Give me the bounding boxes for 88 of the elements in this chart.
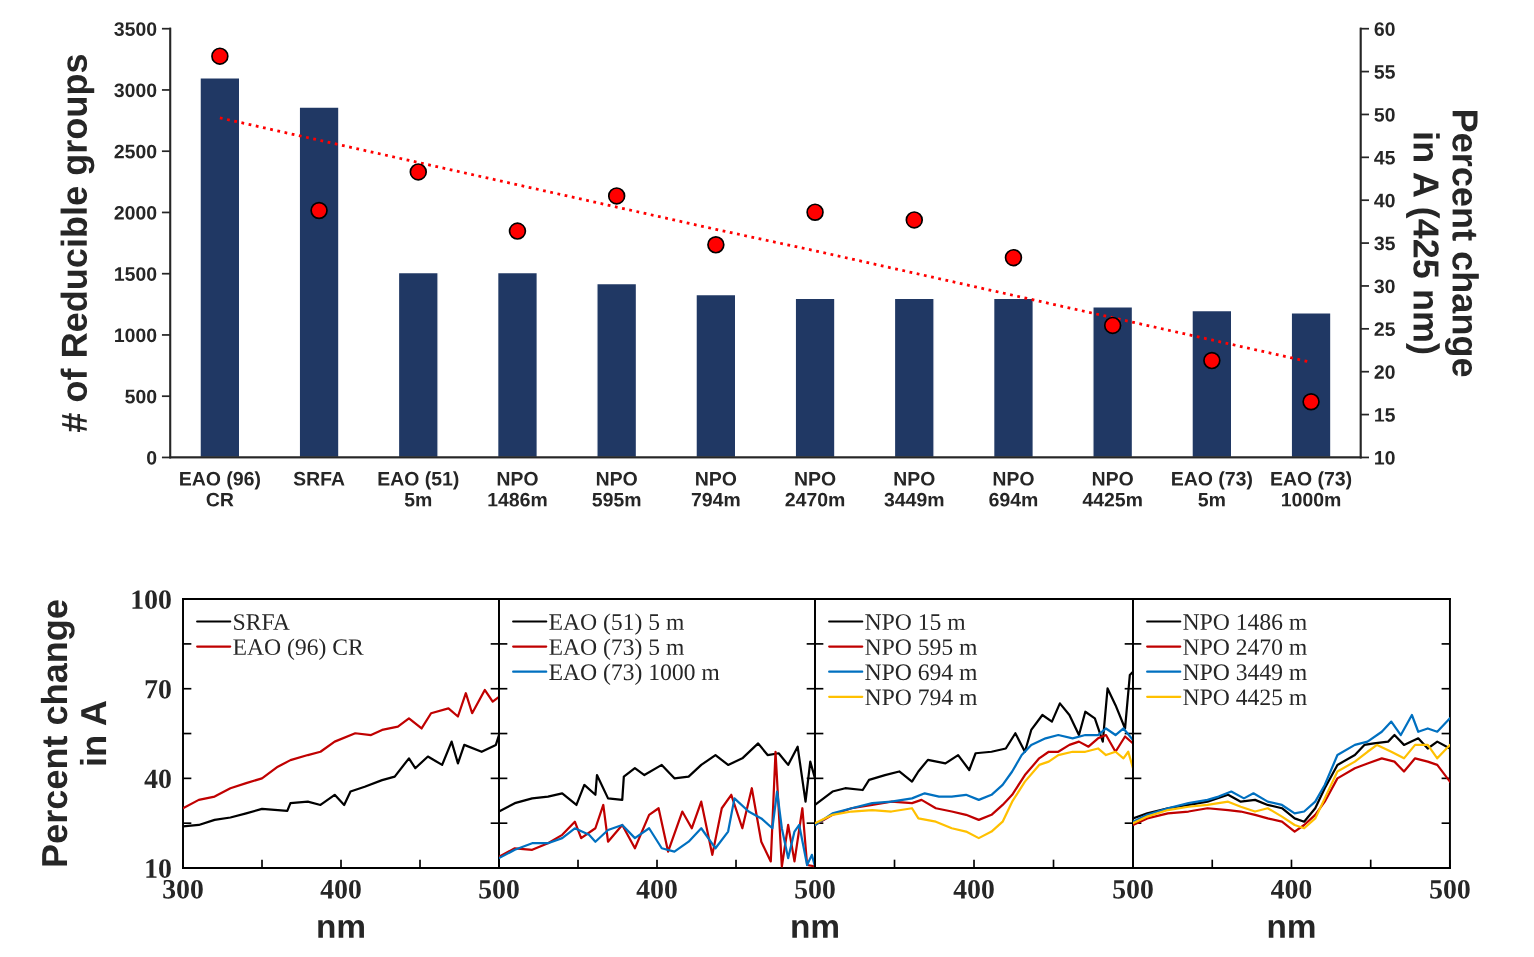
bar	[199, 77, 241, 458]
y-tick-label: 2000	[114, 205, 157, 220]
point	[211, 47, 229, 65]
y-tick-label: 1000	[115, 328, 157, 343]
point	[409, 163, 428, 181]
legend-label: NPO 4425 m	[1183, 689, 1307, 706]
x-tick-label: NPO 595m	[592, 471, 641, 507]
x-tick-label: NPO 3449m	[884, 471, 944, 507]
x-tick-label: 500	[479, 879, 519, 899]
y2-tick-label: 10	[1375, 450, 1395, 465]
legend-label: SRFA	[234, 614, 290, 631]
y-tick-label: 100	[132, 590, 171, 609]
y2-tick-label: 55	[1374, 65, 1395, 79]
x-tick-label: NPO 1486m	[488, 471, 547, 507]
legend-label: NPO 595 m	[865, 639, 978, 656]
legend-label: NPO 2470 m	[1183, 639, 1307, 656]
y2-tick-label: 40	[1374, 193, 1395, 208]
x-tick-label: EAO (73) 5m	[1172, 471, 1252, 507]
y-tick-label: 2500	[114, 144, 157, 159]
y2-tick-label: 20	[1374, 365, 1395, 379]
y2-tick-label: 45	[1374, 151, 1395, 165]
y2-tick-label: 25	[1374, 322, 1395, 337]
bar	[893, 297, 935, 458]
y-tick-label: 3000	[114, 83, 157, 98]
y2-tick-label: 35	[1374, 236, 1395, 251]
bar	[1290, 312, 1332, 458]
x-tick-label: NPO 694m	[989, 471, 1038, 507]
bar	[695, 293, 737, 458]
point	[310, 201, 328, 220]
bar	[1191, 309, 1233, 458]
y2-tick-label: 50	[1374, 107, 1395, 122]
y-tick-label: 3500	[114, 22, 157, 36]
point	[607, 187, 626, 205]
x-tick-label: SRFA	[293, 471, 345, 486]
point	[1302, 392, 1320, 411]
bar	[298, 106, 340, 458]
legend-label: NPO 1486 m	[1183, 614, 1307, 631]
x-axis-title: nm	[318, 919, 364, 938]
legend-label: NPO 794 m	[865, 689, 978, 706]
x-tick-label: NPO 2470m	[785, 471, 845, 507]
x-tick-label: EAO (96) CR	[180, 471, 260, 507]
y2-tick-label: 15	[1375, 408, 1395, 422]
bar	[596, 282, 638, 458]
bar	[397, 271, 439, 458]
y-tick-label: 500	[125, 389, 157, 404]
y-axis-title: Percent change in A	[40, 600, 107, 866]
bar	[992, 297, 1034, 458]
point	[1004, 248, 1023, 267]
legend-label: NPO 3449 m	[1183, 664, 1307, 681]
line-series	[183, 688, 500, 810]
x-axis-title: nm	[792, 919, 838, 938]
point	[508, 222, 527, 240]
x-tick-label: 500	[1430, 879, 1470, 899]
x-tick-label: EAO (51) 5m	[378, 471, 459, 507]
y-tick-label: 40	[144, 769, 171, 789]
y-tick-label: 10	[146, 859, 171, 878]
y-tick-label: 70	[145, 679, 171, 699]
x-tick-label: NPO 4425m	[1082, 471, 1142, 507]
x-tick-label: 500	[795, 879, 835, 899]
y2-tick-label: 30	[1374, 279, 1395, 294]
point	[707, 236, 725, 254]
y-tick-label: 0	[147, 450, 157, 465]
bar	[496, 271, 539, 458]
point	[1203, 351, 1221, 370]
y2-tick-label: 60	[1374, 22, 1395, 36]
legend-label: EAO (51) 5 m	[549, 613, 684, 635]
point	[1103, 316, 1122, 335]
x-tick-label: 400	[1271, 879, 1312, 899]
y-tick-label: 1500	[115, 267, 157, 281]
x-tick-label: 500	[1113, 879, 1153, 899]
legend-label: EAO (73) 5 m	[549, 638, 684, 660]
x-tick-label: 300	[163, 879, 203, 899]
x-tick-label: EAO (73) 1000m	[1271, 471, 1352, 507]
legend-label: NPO 15 m	[865, 614, 966, 631]
x-tick-label: 400	[953, 879, 994, 899]
point	[905, 211, 924, 229]
legend-label: EAO (96) CR	[233, 638, 364, 660]
x-axis-title: nm	[1268, 919, 1315, 938]
bar	[794, 297, 836, 458]
y2-axis-title: Percent change in A (425 nm)	[1406, 111, 1479, 377]
bar	[1092, 306, 1134, 458]
legend-label: NPO 694 m	[865, 664, 978, 681]
y-axis-title: # of Reducible groups	[60, 54, 95, 433]
x-tick-label: 400	[636, 879, 677, 899]
x-tick-label: NPO 794m	[691, 471, 740, 507]
point	[806, 203, 824, 221]
legend-label: EAO (73) 1000 m	[549, 663, 720, 685]
x-tick-label: 400	[320, 879, 361, 899]
